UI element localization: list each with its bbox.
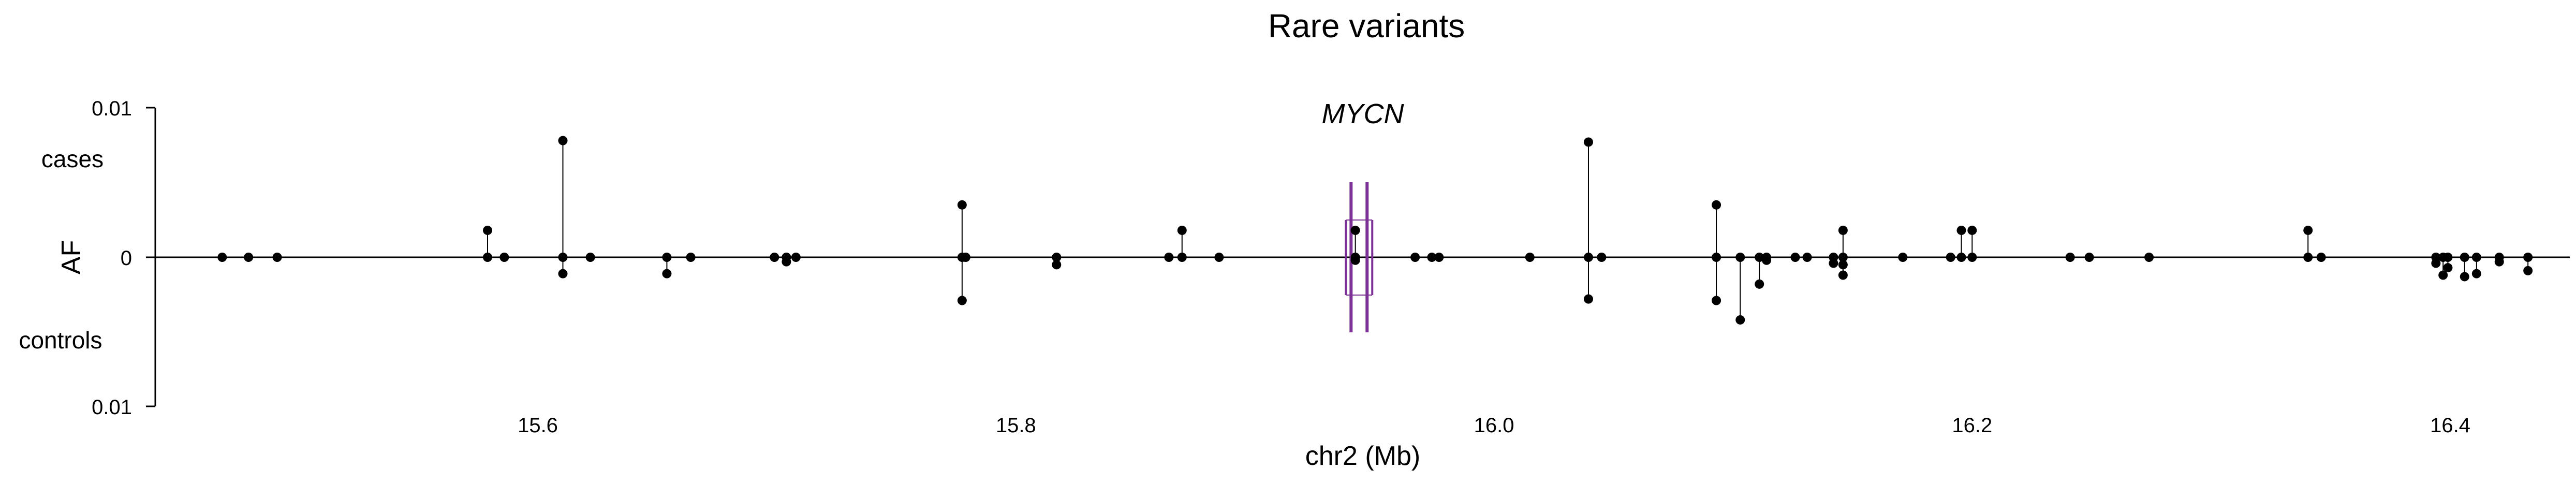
case-point xyxy=(1802,253,1812,262)
x-tick-labels: 15.6 15.8 16.0 16.2 16.4 xyxy=(518,414,2470,437)
control-point xyxy=(782,257,791,267)
case-point xyxy=(499,253,509,262)
case-point xyxy=(1052,253,1062,262)
case-point xyxy=(1712,200,1721,210)
variant-stems xyxy=(487,140,2529,320)
case-point xyxy=(1946,253,1955,262)
case-point xyxy=(1583,137,1593,147)
control-point xyxy=(662,269,672,278)
control-point xyxy=(2523,266,2533,275)
control-point xyxy=(2431,258,2441,268)
case-point xyxy=(1427,253,1437,262)
x-tick-label: 15.8 xyxy=(996,414,1036,437)
controls-label: controls xyxy=(19,327,102,354)
case-point xyxy=(558,136,568,145)
control-point xyxy=(1712,296,1721,305)
case-point xyxy=(1177,225,1187,235)
case-point xyxy=(1164,253,1174,262)
case-point xyxy=(2303,225,2313,235)
control-point xyxy=(1052,260,1062,270)
case-point xyxy=(686,253,696,262)
case-point xyxy=(961,253,970,262)
cases-label: cases xyxy=(41,145,104,172)
control-point xyxy=(1838,260,1848,270)
case-point xyxy=(2460,253,2469,262)
y-tick-label-top: 0.01 xyxy=(92,97,132,120)
case-point xyxy=(1214,253,1224,262)
x-axis-label: chr2 (Mb) xyxy=(1305,441,1420,471)
control-point xyxy=(1838,270,1848,280)
case-point xyxy=(244,253,254,262)
case-point xyxy=(1410,253,1420,262)
control-point xyxy=(2438,270,2448,280)
case-point xyxy=(1967,225,1977,235)
case-point xyxy=(1525,253,1535,262)
case-point xyxy=(1712,253,1721,262)
case-point xyxy=(558,253,568,262)
case-point xyxy=(662,253,672,262)
case-point xyxy=(483,253,493,262)
control-point xyxy=(2494,257,2504,267)
case-point xyxy=(483,225,493,235)
case-point xyxy=(1755,253,1764,262)
case-point xyxy=(2316,253,2326,262)
case-point xyxy=(2471,253,2481,262)
control-point xyxy=(1583,294,1593,304)
case-point xyxy=(1956,253,1966,262)
x-tick-label: 16.0 xyxy=(1474,414,1514,437)
chart-title: Rare variants xyxy=(1268,7,1465,45)
case-point xyxy=(1434,253,1444,262)
case-point xyxy=(2303,253,2313,262)
control-point xyxy=(558,269,568,278)
case-point xyxy=(1898,253,1908,262)
control-point xyxy=(957,296,967,305)
control-point xyxy=(2471,269,2481,278)
case-point xyxy=(2084,253,2094,262)
y-tick-label-bottom: 0.01 xyxy=(92,396,132,419)
case-point xyxy=(1350,225,1360,235)
case-point xyxy=(1790,253,1800,262)
control-point xyxy=(1350,255,1360,265)
x-tick-label: 16.2 xyxy=(1952,414,1992,437)
control-point xyxy=(1735,315,1745,325)
gene-label: MYCN xyxy=(1322,98,1405,129)
x-tick-label: 16.4 xyxy=(2430,414,2470,437)
case-point xyxy=(791,253,801,262)
control-point xyxy=(2460,272,2469,282)
case-point xyxy=(1956,225,1966,235)
case-point xyxy=(1838,253,1848,262)
case-point xyxy=(2443,253,2453,262)
axes: 0.01 0 0.01 cases controls AF chr2 (Mb) xyxy=(19,97,2570,471)
y-axis-label: AF xyxy=(56,240,86,274)
y-tick-label-middle: 0 xyxy=(121,247,132,270)
case-point xyxy=(957,200,967,210)
case-point xyxy=(2144,253,2154,262)
variant-points xyxy=(217,136,2533,325)
control-point xyxy=(1762,255,1772,265)
case-point xyxy=(1838,225,1848,235)
control-point xyxy=(1755,279,1764,289)
case-point xyxy=(585,253,595,262)
x-tick-label: 15.6 xyxy=(518,414,558,437)
case-point xyxy=(1967,253,1977,262)
case-point xyxy=(1177,253,1187,262)
case-point xyxy=(2065,253,2075,262)
case-point xyxy=(2523,253,2533,262)
control-point xyxy=(2443,263,2453,273)
case-point xyxy=(1583,253,1593,262)
case-point xyxy=(272,253,282,262)
case-point xyxy=(1597,253,1607,262)
case-point xyxy=(217,253,227,262)
control-point xyxy=(1829,258,1838,268)
case-point xyxy=(1735,253,1745,262)
case-point xyxy=(770,253,779,262)
